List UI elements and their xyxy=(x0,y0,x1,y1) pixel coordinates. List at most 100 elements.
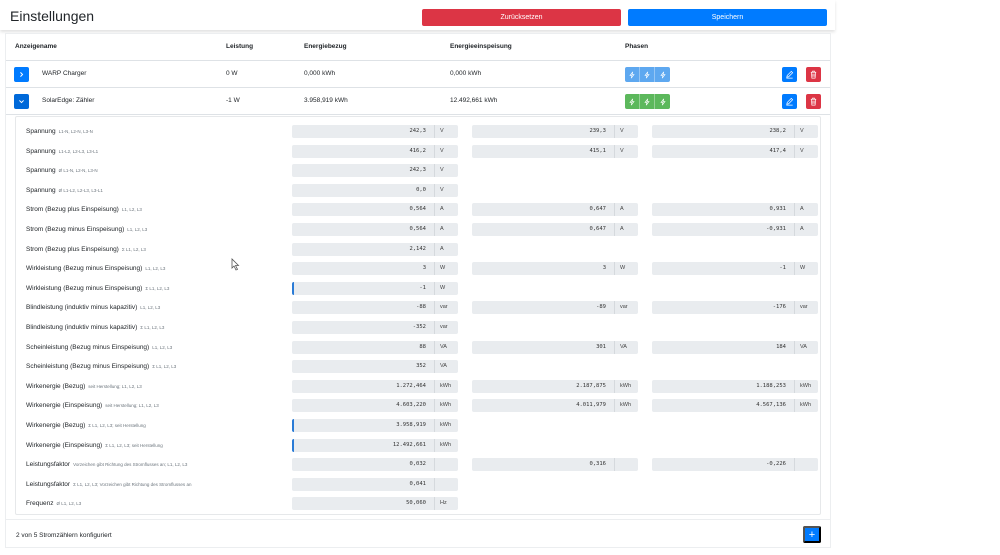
value-field[interactable]: 352 VA xyxy=(292,360,458,374)
value-field[interactable]: 184 VA xyxy=(652,340,818,354)
value-field[interactable]: 12.492,661 kWh xyxy=(292,438,458,452)
value-readout[interactable]: 0,041 xyxy=(292,477,434,491)
value-field[interactable]: 0,564 A xyxy=(292,223,458,236)
value-readout[interactable]: 50,060 xyxy=(292,497,434,511)
value-field[interactable]: 0,032 xyxy=(292,458,458,472)
value-field[interactable]: 0,931 A xyxy=(652,203,818,217)
edit-button[interactable] xyxy=(782,94,797,109)
value-readout[interactable]: 4.603,220 xyxy=(292,399,434,413)
value-readout[interactable]: 0,931 xyxy=(652,203,794,217)
value-field[interactable]: -89 var xyxy=(472,301,638,315)
measurement-sublabel: Ø L1, L2, L3 xyxy=(56,501,82,507)
value-field[interactable]: 301 VA xyxy=(472,340,638,354)
value-readout[interactable]: 3 xyxy=(292,262,434,276)
value-readout[interactable]: 2,142 xyxy=(292,242,434,256)
edit-button[interactable] xyxy=(782,67,797,82)
value-readout[interactable]: 239,3 xyxy=(472,125,614,138)
value-field[interactable]: 3.958,919 kWh xyxy=(292,419,458,432)
value-readout[interactable]: -88 xyxy=(292,301,434,315)
measurement-name: Scheinleistung (Bezug minus Einspeisung) xyxy=(26,343,150,351)
value-field[interactable]: 242,3 V xyxy=(292,125,458,138)
value-field[interactable]: 416,2 V xyxy=(292,144,458,158)
value-field[interactable]: 88 VA xyxy=(292,340,458,354)
value-readout[interactable]: 12.492,661 xyxy=(292,438,434,452)
save-button[interactable]: Speichern xyxy=(628,9,827,26)
value-readout[interactable]: 0,032 xyxy=(292,458,434,472)
measurement-name: Leistungsfaktor xyxy=(26,480,71,488)
value-readout[interactable]: 3.958,919 xyxy=(292,419,434,432)
value-readout[interactable]: 1.272,464 xyxy=(292,379,434,393)
value-field[interactable]: -176 var xyxy=(652,301,818,315)
value-field[interactable]: 1.188,253 kWh xyxy=(652,379,818,393)
value-field[interactable]: 2.187,875 kWh xyxy=(472,379,638,393)
unit-label: V xyxy=(434,164,458,178)
lightning-icon xyxy=(655,67,670,82)
value-readout[interactable]: 416,2 xyxy=(292,144,434,158)
measurement-sublabel: L1-L2, L2-L3, L3-L1 xyxy=(58,148,99,154)
value-field[interactable]: 415,1 V xyxy=(472,144,638,158)
value-field[interactable]: -0,226 xyxy=(652,458,818,472)
delete-button[interactable] xyxy=(806,67,821,82)
value-field[interactable]: 4.567,136 kWh xyxy=(652,399,818,413)
measurement-name: Spannung xyxy=(26,186,56,194)
measurement-sublabel: L1, L2, L3 xyxy=(121,207,142,213)
meter-import: 0,000 kWh xyxy=(304,70,336,77)
reset-button[interactable]: Zurücksetzen xyxy=(422,9,621,26)
value-field[interactable]: 0,0 V xyxy=(292,183,458,197)
delete-button[interactable] xyxy=(806,94,821,109)
value-readout[interactable]: 0,316 xyxy=(472,458,614,472)
value-field[interactable]: 2,142 A xyxy=(292,242,458,256)
value-field[interactable]: -1 W xyxy=(652,262,818,276)
value-readout[interactable]: 238,2 xyxy=(652,125,794,138)
value-readout[interactable]: 4.011,979 xyxy=(472,399,614,413)
value-field[interactable]: 239,3 V xyxy=(472,125,638,138)
value-readout[interactable]: 242,3 xyxy=(292,125,434,138)
value-field[interactable]: 50,060 Hz xyxy=(292,497,458,511)
value-readout[interactable]: 184 xyxy=(652,340,794,354)
value-readout[interactable]: -1 xyxy=(652,262,794,276)
value-readout[interactable]: 417,4 xyxy=(652,144,794,158)
measurement-name: Spannung xyxy=(26,147,56,155)
value-field[interactable]: 242,3 V xyxy=(292,164,458,178)
value-field[interactable]: 238,2 V xyxy=(652,125,818,138)
value-field[interactable]: -352 var xyxy=(292,321,458,334)
value-field[interactable]: 0,041 xyxy=(292,477,458,491)
value-readout[interactable]: -0,931 xyxy=(652,223,794,236)
value-field[interactable]: 0,647 A xyxy=(472,223,638,236)
value-readout[interactable]: 352 xyxy=(292,360,434,374)
value-readout[interactable]: 0,647 xyxy=(472,223,614,236)
collapse-button[interactable] xyxy=(14,94,29,109)
value-readout[interactable]: -352 xyxy=(292,321,434,334)
value-readout[interactable]: 4.567,136 xyxy=(652,399,794,413)
value-readout[interactable]: 88 xyxy=(292,340,434,354)
value-field[interactable]: -0,931 A xyxy=(652,223,818,236)
value-readout[interactable]: -0,226 xyxy=(652,458,794,472)
value-readout[interactable]: 0,564 xyxy=(292,203,434,217)
value-field[interactable]: 4.011,979 kWh xyxy=(472,399,638,413)
value-readout[interactable]: -1 xyxy=(292,281,434,295)
value-readout[interactable]: 0,647 xyxy=(472,203,614,217)
value-readout[interactable]: 3 xyxy=(472,262,614,276)
value-field[interactable]: 0,564 A xyxy=(292,203,458,217)
add-meter-button[interactable]: + xyxy=(803,526,821,543)
value-field[interactable]: 1.272,464 kWh xyxy=(292,379,458,393)
value-readout[interactable]: 0,0 xyxy=(292,183,434,197)
expand-button[interactable] xyxy=(14,67,29,82)
mouse-cursor-icon xyxy=(231,258,240,271)
value-field[interactable]: 0,647 A xyxy=(472,203,638,217)
value-field[interactable]: 417,4 V xyxy=(652,144,818,158)
value-readout[interactable]: 301 xyxy=(472,340,614,354)
value-readout[interactable]: 2.187,875 xyxy=(472,379,614,393)
value-field[interactable]: -88 var xyxy=(292,301,458,315)
value-field[interactable]: 4.603,220 kWh xyxy=(292,399,458,413)
value-readout[interactable]: -176 xyxy=(652,301,794,315)
value-readout[interactable]: 0,564 xyxy=(292,223,434,236)
value-field[interactable]: -1 W xyxy=(292,281,458,295)
value-field[interactable]: 0,316 xyxy=(472,458,638,472)
value-readout[interactable]: -89 xyxy=(472,301,614,315)
value-readout[interactable]: 1.188,253 xyxy=(652,379,794,393)
value-readout[interactable]: 242,3 xyxy=(292,164,434,178)
value-readout[interactable]: 415,1 xyxy=(472,144,614,158)
